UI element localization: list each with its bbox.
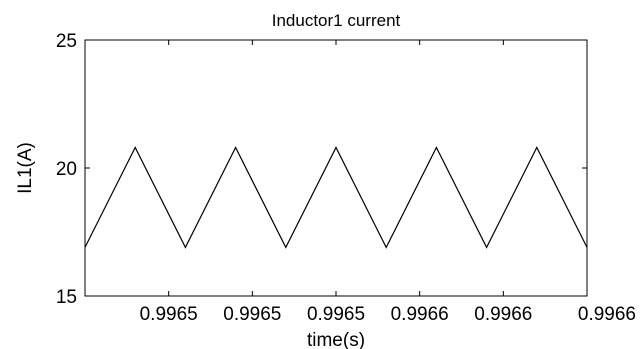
chart-title: Inductor1 current: [272, 11, 401, 30]
x-tick-label: 0.9966: [474, 304, 532, 325]
y-tick-label: 20: [56, 159, 77, 180]
y-axis-label: IL1(A): [15, 142, 36, 194]
plot-frame: [84, 39, 588, 297]
x-tick-label: 0.9966: [391, 304, 449, 325]
x-tick-label: 0.9965: [307, 304, 365, 325]
x-axis-ticks: 0.9965 0.9965 0.9965 0.9966 0.9966 0.9966: [140, 40, 636, 325]
y-tick-label: 25: [56, 31, 77, 52]
y-tick-label: 15: [56, 287, 77, 308]
x-tick-label: 0.9965: [223, 304, 281, 325]
y-axis-ticks: 15 20 25: [56, 31, 587, 308]
x-tick-label: 0.9966: [578, 304, 636, 325]
x-tick-label: 0.9965: [140, 304, 198, 325]
x-axis-label: time(s): [307, 330, 365, 349]
series-line-inductor-current: [84, 146, 588, 249]
